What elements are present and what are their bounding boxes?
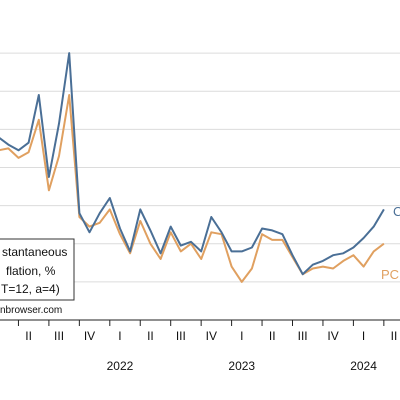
quarter-label: III [298,329,308,343]
series-line-c [0,52,385,276]
series-label-pc: PC [381,267,399,282]
quarter-label: IV [327,329,338,343]
quarter-label: III [176,329,186,343]
quarter-label: II [269,329,276,343]
quarter-label: I [362,329,365,343]
legend-line-1: stantaneous [2,245,67,259]
source-credit: nbrowser.com [0,305,62,316]
legend-line-3: T=12, a=4) [1,282,60,296]
legend-line-2: flation, % [6,264,56,278]
quarter-label: IV [206,329,217,343]
quarter-label: II [391,329,398,343]
quarter-label: II [147,329,154,343]
series-lines [0,52,385,283]
legend-box: stantaneous flation, % T=12, a=4) [0,238,75,301]
x-axis-ticks [17,320,385,326]
year-label: 2024 [350,359,377,373]
quarter-label: III [54,329,64,343]
quarter-label: I [240,329,243,343]
quarter-label: I [118,329,121,343]
year-label: 2022 [107,359,134,373]
x-axis-year-labels: 1202220232024 [107,359,378,373]
x-axis-quarter-labels: IIIIIIIVIIIIIIIVIIIIIIIVIIIIIIIVI [25,329,398,343]
series-label-c: C [393,204,400,219]
quarter-label: II [25,329,32,343]
quarter-label: IV [84,329,95,343]
series-line-pc [0,94,385,283]
year-label: 2023 [228,359,255,373]
